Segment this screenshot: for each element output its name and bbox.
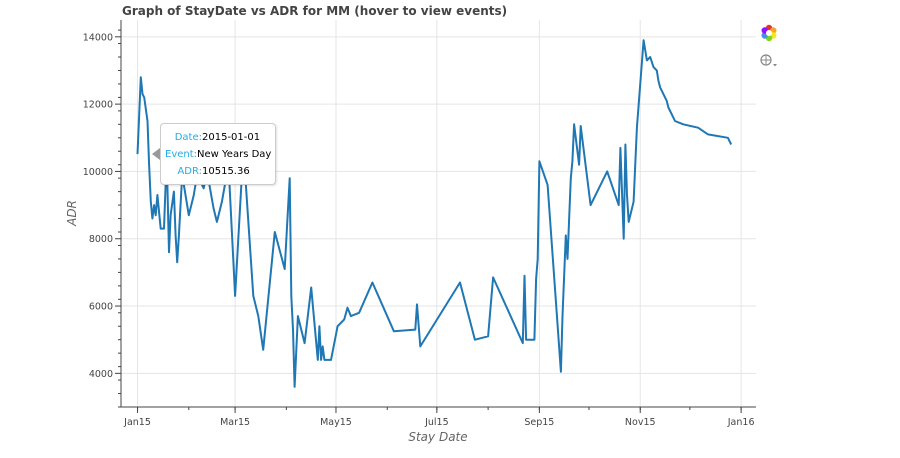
- tooltip-date-key: Date:: [165, 129, 202, 146]
- x-tick-label: Mar15: [220, 417, 250, 428]
- y-tick-label: 8000: [89, 234, 113, 245]
- x-tick-label: May15: [320, 417, 352, 428]
- tooltip-row-adr: ADR: 10515.36: [165, 163, 269, 180]
- y-tick-label: 6000: [89, 302, 113, 313]
- tooltip-row-event: Event: New Years Day: [165, 146, 269, 163]
- y-tick-label: 12000: [83, 100, 113, 111]
- tooltip-event-key: Event:: [165, 146, 197, 163]
- x-axis-label: Stay Date: [408, 430, 467, 444]
- x-tick-label: Sep15: [524, 417, 554, 428]
- y-tick-label: 10000: [83, 167, 113, 178]
- y-tick-label: 4000: [89, 369, 113, 380]
- tooltip-row-date: Date: 2015-01-01: [165, 129, 269, 146]
- tooltip-adr-value: 10515.36: [202, 163, 250, 180]
- hover-tool-icon[interactable]: [758, 50, 780, 72]
- tooltip-event-value: New Years Day: [197, 146, 271, 163]
- y-tick-label: 14000: [83, 32, 113, 43]
- chart-toolbar: [758, 22, 782, 78]
- tooltip-date-value: 2015-01-01: [202, 129, 260, 146]
- x-axis-ticks: Jan15 Mar15 May15 Jul15 Sep15 Nov15 Jan16: [123, 407, 754, 428]
- x-tick-label: Jan16: [727, 417, 755, 428]
- y-axis-label: ADR: [65, 200, 79, 227]
- y-axis-ticks: 4000 6000 8000 10000 12000 14000: [83, 30, 121, 407]
- x-tick-label: Nov15: [625, 417, 656, 428]
- plot-area: [121, 20, 756, 407]
- hover-tooltip: Date: 2015-01-01 Event: New Years Day AD…: [160, 123, 276, 185]
- tooltip-pointer: [152, 148, 160, 160]
- x-tick-label: Jul15: [424, 417, 449, 428]
- bokeh-logo-icon[interactable]: [758, 22, 780, 44]
- x-tick-label: Jan15: [123, 417, 151, 428]
- tooltip-adr-key: ADR:: [165, 163, 202, 180]
